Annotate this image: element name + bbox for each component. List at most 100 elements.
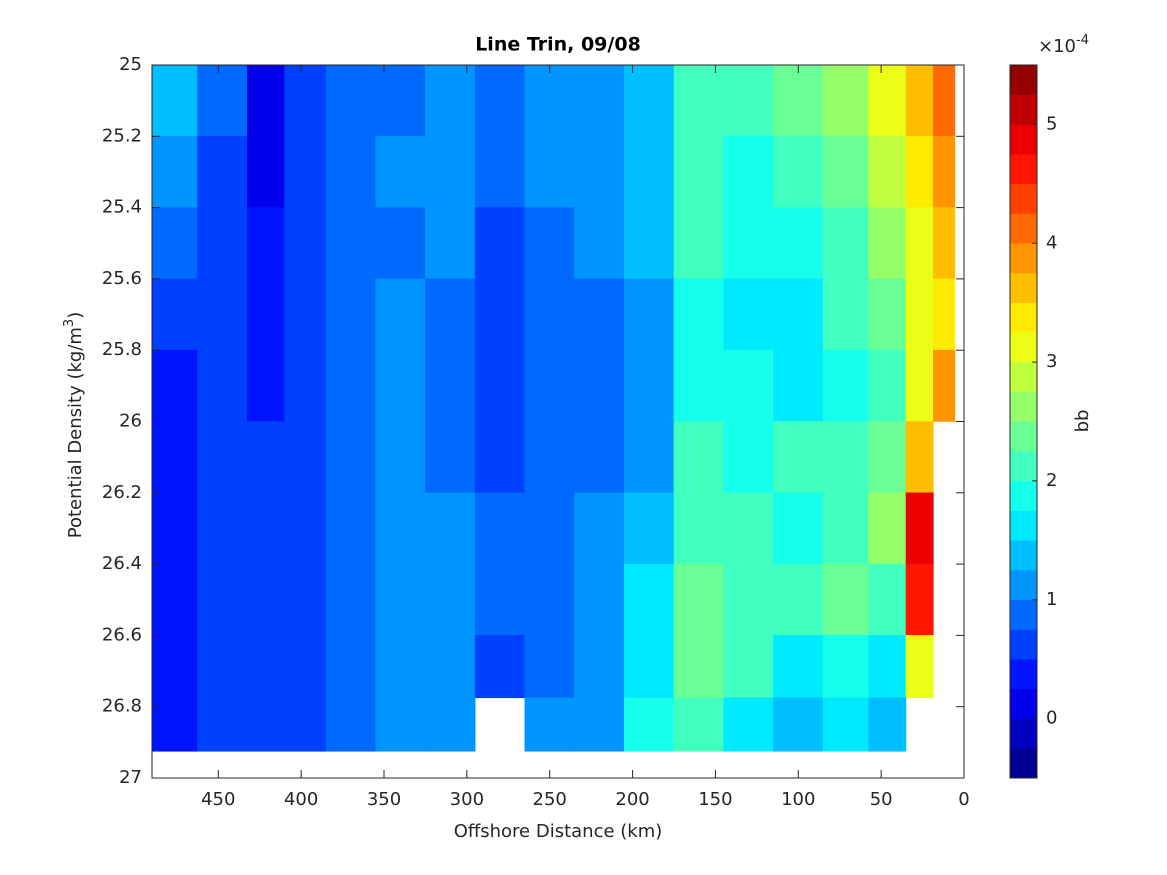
contour-cell <box>325 207 377 280</box>
contour-cell <box>822 349 870 422</box>
contour-cell <box>905 349 934 422</box>
colorbar-swatch <box>1009 94 1038 125</box>
contour-cell <box>623 635 675 699</box>
colorbar-multiplier: ×10 <box>1038 36 1076 57</box>
contour-cell <box>425 349 476 422</box>
contour-cell <box>868 207 907 280</box>
contour-cell <box>905 278 934 351</box>
contour-cell <box>325 492 377 565</box>
contour-cell <box>673 492 725 565</box>
contour-cell <box>474 349 526 422</box>
contour-cell <box>822 492 870 565</box>
x-axis-label: Offshore Distance (km) <box>454 821 663 842</box>
contour-cell <box>375 697 426 752</box>
y-tick-label: 25 <box>119 54 142 75</box>
contour-cell <box>524 278 575 351</box>
contour-cell <box>933 278 956 351</box>
contour-cell <box>868 349 907 422</box>
y-tick-label: 25.4 <box>102 197 142 218</box>
contour-cell <box>673 635 725 699</box>
colorbar-swatch <box>1009 243 1038 274</box>
y-tick-label: 25.8 <box>102 339 142 360</box>
contour-cell <box>246 635 285 699</box>
colorbar-tick-label: 4 <box>1046 232 1057 253</box>
contour-cell <box>723 697 774 752</box>
contour-cell <box>425 136 476 208</box>
contour-cell <box>524 635 575 699</box>
contour-cell <box>673 65 725 137</box>
contour-cell <box>574 278 625 351</box>
contour-cell <box>524 349 575 422</box>
contour-cell <box>325 421 377 494</box>
contour-cell <box>868 136 907 208</box>
contour-cell <box>868 278 907 351</box>
contour-cell <box>574 635 625 699</box>
contour-cell <box>375 635 426 699</box>
colorbar-exponent: ×10-4 <box>1038 33 1089 58</box>
contour-cell <box>284 349 327 422</box>
contour-cell <box>868 421 907 494</box>
contour-cell <box>152 349 198 422</box>
contour-cell <box>474 421 526 494</box>
y-tick-label: 25.6 <box>102 268 142 289</box>
contour-cell <box>773 136 824 208</box>
contour-cell <box>197 563 248 636</box>
contour-cell <box>375 421 426 494</box>
contour-cell <box>325 65 377 137</box>
x-tick-label: 350 <box>367 789 401 810</box>
contour-cell <box>425 278 476 351</box>
contour-cell <box>425 635 476 699</box>
contour-cell <box>197 492 248 565</box>
contour-cell <box>375 492 426 565</box>
colorbar-swatch <box>1009 569 1038 601</box>
x-tick-label: 0 <box>958 789 969 810</box>
y-tick-label: 26.6 <box>102 624 142 645</box>
contour-cell <box>425 65 476 137</box>
contour-cell <box>325 635 377 699</box>
contour-cell <box>673 563 725 636</box>
contour-cell <box>574 563 625 636</box>
contour-cell <box>474 65 526 137</box>
contour-cell <box>197 278 248 351</box>
contour-cell <box>773 65 824 137</box>
contour-cell <box>905 635 934 699</box>
contour-cell <box>868 635 907 699</box>
contour-cell <box>933 349 956 422</box>
contour-cell <box>723 349 774 422</box>
x-tick-label: 400 <box>284 789 318 810</box>
contour-cell <box>284 207 327 280</box>
colorbar-swatch <box>1009 302 1038 333</box>
y-tick-label: 26.2 <box>102 482 142 503</box>
contour-cell <box>822 65 870 137</box>
y-axis-label-end: ) <box>65 312 86 319</box>
colorbar-swatch <box>1009 599 1038 630</box>
contour-cell <box>623 278 675 351</box>
contour-cell <box>197 136 248 208</box>
contour-cell <box>822 207 870 280</box>
contour-cell <box>246 65 285 137</box>
y-tick-label: 27 <box>119 767 142 788</box>
contour-cell <box>375 136 426 208</box>
contour-cell <box>574 697 625 752</box>
contour-cell <box>152 278 198 351</box>
chart-title: Line Trin, 09/08 <box>475 34 641 56</box>
contour-cell <box>822 697 870 752</box>
contour-cell <box>723 635 774 699</box>
contour-cell <box>933 207 956 280</box>
colorbar-tick-label: 5 <box>1046 113 1057 134</box>
x-tick-label: 50 <box>870 789 893 810</box>
contour-cell <box>284 278 327 351</box>
contour-cell <box>325 563 377 636</box>
colorbar-swatch <box>1009 688 1038 719</box>
contour-cell <box>868 697 907 752</box>
contour-cell <box>574 65 625 137</box>
contour-cell <box>773 492 824 565</box>
x-tick-label: 450 <box>201 789 235 810</box>
contour-cell <box>673 207 725 280</box>
contour-cell <box>152 492 198 565</box>
colorbar-swatch <box>1009 332 1038 363</box>
contour-cell <box>524 65 575 137</box>
x-tick-label: 300 <box>450 789 484 810</box>
contour-cell <box>822 421 870 494</box>
contour-cell <box>325 697 377 752</box>
